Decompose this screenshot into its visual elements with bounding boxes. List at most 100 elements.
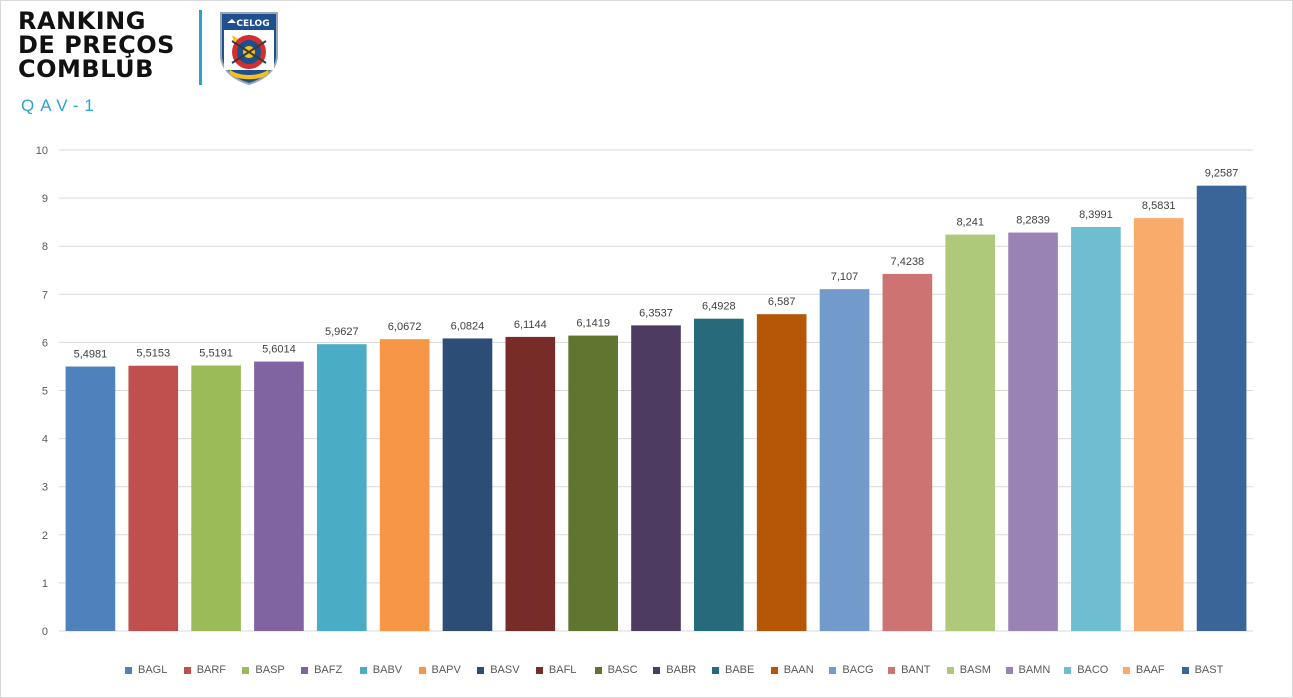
legend-item-basv: BASV <box>477 662 520 678</box>
bar-baco <box>1071 227 1121 631</box>
legend-label: BAST <box>1194 664 1224 676</box>
y-tick-label: 6 <box>42 337 48 349</box>
data-label-basc: 6,1419 <box>576 318 610 330</box>
header-divider <box>199 10 202 85</box>
bar-bacg <box>819 289 870 631</box>
y-axis-ticks: 0 1 2 3 4 5 6 7 8 9 10 <box>36 145 48 638</box>
y-tick-label: 7 <box>42 289 48 301</box>
legend-label: BACG <box>842 664 874 676</box>
bar-basv <box>442 338 493 631</box>
legend-label: BASC <box>607 664 638 676</box>
legend-label: BAFL <box>548 664 577 676</box>
legend-label: BABR <box>666 664 697 676</box>
data-label-basm: 8,241 <box>956 217 984 229</box>
data-label-bapv: 6,0672 <box>388 321 422 333</box>
legend-swatch <box>477 666 485 674</box>
data-label-baco: 8,3991 <box>1079 209 1113 221</box>
legend-label: BANT <box>901 664 931 676</box>
legend-label: BAFZ <box>314 664 343 676</box>
legend-item-bant: BANT <box>888 662 930 678</box>
chart-bars <box>65 185 1247 631</box>
legend-swatch <box>1181 666 1189 674</box>
chart-data-labels: 5,4981 5,5153 5,5191 5,6014 5,9627 6,0672 6,08… <box>74 168 1239 361</box>
legend-swatch <box>418 666 426 674</box>
title-line-2: DE PREÇOS <box>18 31 175 59</box>
legend-item-basp: BASP <box>242 662 285 678</box>
legend-item-baaf: BAAF <box>1122 662 1165 678</box>
legend-swatch <box>653 666 661 674</box>
legend-swatch <box>770 666 778 674</box>
legend-item-barf: BARF <box>183 662 227 678</box>
bar-basp <box>191 365 241 631</box>
data-label-bacg: 7,107 <box>831 271 859 283</box>
bar-babv <box>316 344 367 631</box>
y-tick-label: 0 <box>42 626 48 638</box>
y-tick-label: 3 <box>42 482 48 494</box>
fuel-type-subtitle: QAV-1 <box>21 96 100 115</box>
legend-swatch <box>594 666 602 674</box>
bar-bagl <box>65 366 116 631</box>
legend-label: BASM <box>959 664 991 676</box>
legend-item-bamn: BAMN <box>1005 662 1051 678</box>
legend-label: BARF <box>196 664 227 676</box>
legend-item-bacg: BACG <box>829 662 874 678</box>
legend-label: BASV <box>490 664 520 676</box>
legend-label: BACO <box>1077 664 1109 676</box>
bar-bapv <box>379 339 430 631</box>
bar-bant <box>882 273 933 631</box>
legend-label: BAGL <box>138 664 168 676</box>
legend-swatch <box>242 666 250 674</box>
legend-item-bagl: BAGL <box>125 662 167 678</box>
legend-swatch <box>1122 666 1130 674</box>
legend-label: BABE <box>725 664 755 676</box>
data-label-barf: 5,5153 <box>136 348 170 360</box>
legend-swatch <box>1064 666 1072 674</box>
y-tick-label: 1 <box>42 578 48 590</box>
y-tick-label: 9 <box>42 193 48 205</box>
y-tick-label: 8 <box>42 241 48 253</box>
data-label-baan: 6,587 <box>768 296 796 308</box>
data-label-bast: 9,2587 <box>1205 168 1239 180</box>
legend-item-basm: BASM <box>946 662 991 678</box>
legend-label: BASP <box>255 664 285 676</box>
bar-bafl <box>505 336 556 631</box>
legend-item-baco: BACO <box>1064 662 1108 678</box>
y-tick-label: 4 <box>42 434 48 446</box>
legend-item-babe: BABE <box>712 662 754 678</box>
legend-label: BABV <box>372 664 403 676</box>
legend-label: BAMN <box>1018 664 1051 676</box>
legend-swatch <box>1005 666 1013 674</box>
legend-swatch <box>712 666 719 674</box>
legend-item-baan: BAAN <box>770 662 814 678</box>
legend-item-bafz: BAFZ <box>301 662 342 678</box>
celog-logo-icon: CELOG <box>220 12 278 85</box>
data-label-babe: 6,4928 <box>702 301 736 313</box>
data-label-bagl: 5,4981 <box>74 349 108 361</box>
legend-swatch <box>183 666 191 674</box>
svg-text:CELOG: CELOG <box>236 19 269 29</box>
data-label-basv: 6,0824 <box>451 320 485 332</box>
legend-item-babv: BABV <box>359 662 403 678</box>
data-label-babv: 5,9627 <box>325 326 359 338</box>
legend-swatch <box>888 666 896 674</box>
legend-swatch <box>301 666 309 674</box>
legend-swatch <box>535 666 543 674</box>
bar-babe <box>694 318 744 631</box>
bar-basc <box>568 335 618 631</box>
legend-label: BAAN <box>783 664 814 676</box>
chart-legend: BAGL BARF BASP BAFZ BABV BAPV BASV BAFL BASC BABR… <box>0 662 1293 678</box>
bar-baan <box>756 314 807 631</box>
legend-item-bapv: BAPV <box>418 662 461 678</box>
legend-label: BAAF <box>1135 664 1165 676</box>
y-tick-label: 10 <box>36 145 48 157</box>
data-label-baaf: 8,5831 <box>1142 200 1176 212</box>
legend-label: BAPV <box>431 664 461 676</box>
bar-baaf <box>1133 218 1184 631</box>
y-tick-label: 5 <box>42 386 48 398</box>
legend-swatch <box>125 666 132 674</box>
legend-swatch <box>829 666 837 674</box>
page-title: RANKING DE PREÇOS COMBLUB <box>18 9 175 81</box>
legend-item-bast: BAST <box>1181 662 1224 678</box>
data-label-basp: 5,5191 <box>199 348 233 360</box>
bar-bast <box>1196 185 1247 631</box>
